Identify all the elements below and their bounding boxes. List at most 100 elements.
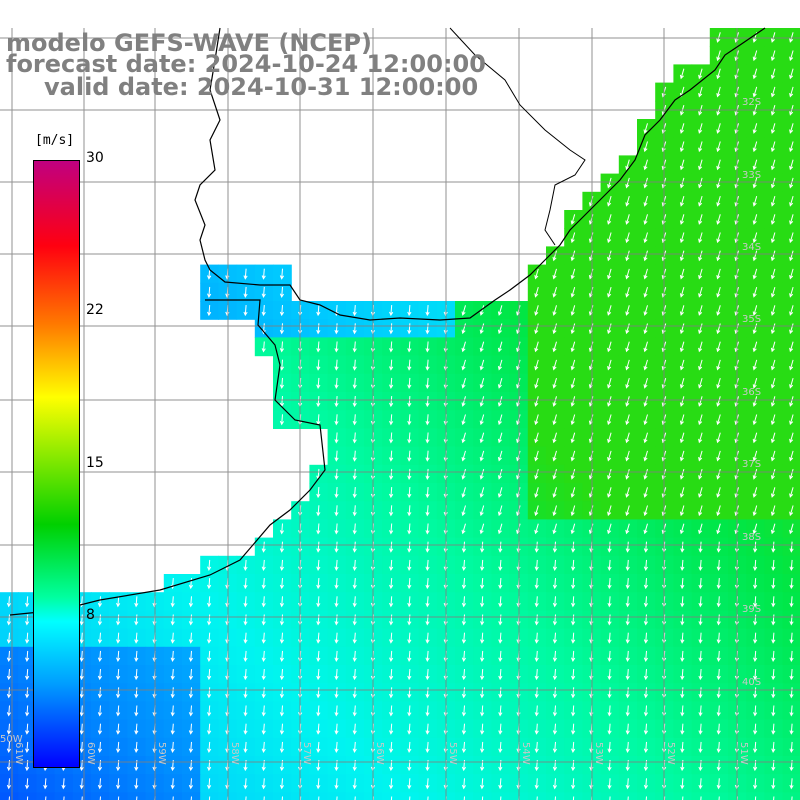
- wind-arrow: [207, 778, 212, 790]
- border-line: [449, 27, 586, 246]
- wind-arrow: [243, 723, 248, 735]
- wind-arrow: [552, 687, 558, 699]
- wind-arrow: [498, 669, 503, 681]
- wind-arrow: [261, 596, 266, 608]
- wind-arrow: [116, 632, 121, 644]
- wind-arrow: [425, 650, 430, 662]
- wind-arrow: [279, 669, 285, 681]
- wind-speed-cell: [746, 792, 765, 800]
- longitude-label: 50W: [0, 734, 23, 745]
- wind-arrow: [334, 614, 339, 626]
- wind-arrow: [534, 523, 539, 535]
- wind-arrow: [245, 796, 247, 800]
- wind-arrow: [134, 614, 139, 626]
- wind-arrow: [279, 359, 285, 371]
- wind-arrow: [334, 450, 339, 462]
- wind-arrow: [461, 305, 466, 316]
- wind-arrow: [170, 687, 175, 699]
- wind-arrow: [427, 796, 429, 800]
- wind-arrow: [97, 614, 103, 626]
- wind-arrow: [6, 705, 12, 717]
- wind-arrow: [352, 487, 357, 499]
- wind-arrow: [552, 705, 558, 717]
- wind-arrow: [334, 414, 339, 426]
- wind-arrow: [43, 778, 48, 790]
- wind-speed-cell: [72, 792, 92, 800]
- wind-arrow: [352, 377, 357, 389]
- wind-arrow: [261, 650, 266, 662]
- wind-arrow: [534, 596, 539, 608]
- wind-arrow: [716, 468, 721, 480]
- longitude-label: 53W: [593, 742, 604, 765]
- wind-arrow: [570, 396, 576, 407]
- wind-arrow: [407, 578, 412, 590]
- wind-arrow: [789, 286, 794, 298]
- wind-arrow: [716, 396, 721, 407]
- wind-arrow: [334, 505, 339, 517]
- wind-arrow: [698, 487, 703, 498]
- wind-arrow: [752, 50, 758, 62]
- wind-arrow: [770, 396, 776, 407]
- wind-arrow: [534, 632, 539, 644]
- wind-arrow: [643, 232, 648, 244]
- wind-arrow: [552, 596, 558, 608]
- wind-arrow: [461, 614, 467, 626]
- wind-arrow: [334, 432, 339, 444]
- wind-speed-cell: [618, 792, 638, 800]
- wind-arrow: [607, 778, 612, 790]
- wind-arrow: [316, 377, 321, 389]
- wind-arrow: [461, 632, 467, 644]
- wind-arrow: [789, 432, 794, 444]
- wind-arrow: [625, 214, 630, 225]
- wind-arrow: [698, 123, 703, 134]
- wind-arrow: [316, 487, 321, 499]
- wind-arrow: [571, 705, 576, 717]
- wind-arrow: [679, 377, 685, 389]
- wind-arrow: [188, 778, 194, 790]
- wind-arrow: [261, 341, 266, 353]
- wind-arrow: [607, 705, 612, 717]
- wind-arrow: [625, 341, 630, 353]
- wind-arrow: [770, 141, 776, 153]
- wind-arrow: [789, 68, 794, 80]
- wind-arrow: [279, 377, 285, 389]
- colorbar: [33, 160, 80, 768]
- wind-arrow: [771, 596, 776, 608]
- wind-arrow: [552, 632, 558, 644]
- wind-arrow: [461, 559, 467, 571]
- wind-arrow: [480, 541, 485, 553]
- wind-arrow: [552, 578, 558, 590]
- wind-arrow: [134, 632, 139, 644]
- wind-arrow: [789, 377, 794, 389]
- wind-arrow: [698, 578, 703, 590]
- wind-arrow: [698, 177, 703, 189]
- wind-speed-cell: [327, 792, 347, 800]
- wind-arrow: [334, 741, 339, 753]
- wind-arrow: [625, 614, 630, 626]
- wind-arrow: [461, 359, 466, 371]
- wind-arrow: [316, 396, 321, 408]
- wind-arrow: [461, 541, 467, 553]
- wind-arrow: [716, 505, 721, 517]
- wind-arrow: [679, 250, 685, 262]
- latitude-label: 32S: [742, 97, 761, 108]
- wind-arrow: [552, 250, 557, 262]
- wind-arrow: [279, 723, 285, 735]
- wind-arrow: [571, 778, 576, 790]
- wind-arrow: [261, 286, 266, 298]
- wind-arrow: [716, 687, 721, 699]
- wind-arrow: [261, 578, 266, 590]
- wind-arrow: [188, 669, 194, 681]
- wind-arrow: [607, 323, 612, 335]
- wind-arrow: [207, 723, 212, 735]
- wind-arrow: [552, 650, 558, 662]
- wind-arrow: [407, 323, 412, 335]
- wind-arrow: [481, 796, 484, 800]
- wind-arrow: [789, 778, 794, 790]
- wind-arrow: [643, 341, 648, 353]
- wind-arrow: [389, 705, 394, 717]
- wind-arrow: [643, 578, 649, 590]
- wind-arrow: [352, 669, 357, 681]
- wind-arrow: [207, 614, 212, 626]
- wind-arrow: [716, 341, 721, 353]
